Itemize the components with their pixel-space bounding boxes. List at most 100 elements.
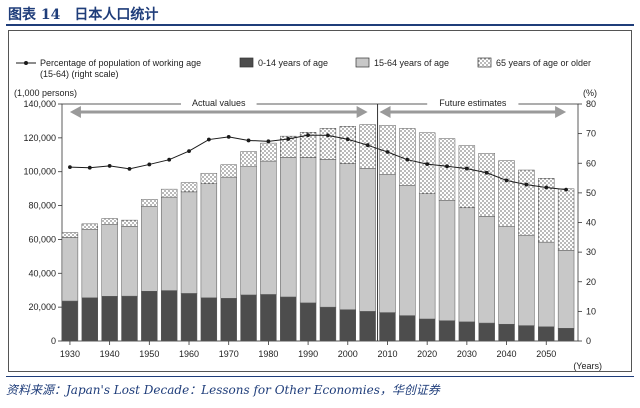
annotation-head-left: [379, 106, 391, 118]
figure-header: 图表 14 日本人口统计: [6, 2, 634, 26]
bar-elderly: [240, 151, 257, 167]
legend-swatch-1: [239, 57, 254, 68]
bar-young: [260, 294, 277, 342]
bar-elderly: [518, 169, 535, 236]
y-tick-label: 140,000: [23, 99, 56, 109]
line-point: [326, 133, 330, 138]
legend-line-label-2: (15-64) (right scale): [40, 69, 119, 79]
bar-elderly: [280, 135, 297, 158]
line-point: [286, 137, 291, 141]
bar-young: [299, 302, 317, 342]
y2-tick-label: 50: [586, 188, 596, 198]
line-point: [564, 187, 568, 192]
annotation-head-left: [69, 106, 81, 118]
line-point: [68, 165, 72, 170]
annotation-label-bg: [180, 97, 257, 108]
bar-elderly: [141, 199, 158, 207]
line-point: [484, 170, 489, 175]
line-point: [544, 185, 549, 190]
y2-tick-label: 30: [586, 247, 596, 257]
bar-elderly: [81, 223, 98, 230]
bar-young: [280, 296, 297, 342]
y-tick-label: 100,000: [23, 167, 56, 177]
bar-young: [141, 290, 158, 342]
x-tick-label: 2030: [457, 349, 477, 359]
bar-young: [458, 321, 476, 342]
bar-young: [200, 297, 218, 342]
legend-line-marker: [24, 61, 28, 65]
bar-working: [200, 183, 218, 299]
bar-working: [220, 176, 237, 299]
x-tick-label: 1940: [100, 349, 120, 359]
bar-young: [101, 296, 118, 342]
bar-working: [418, 193, 436, 320]
bar-working: [280, 157, 297, 298]
x-tick-label: 2010: [377, 349, 397, 359]
bar-elderly: [399, 128, 416, 186]
bar-elderly: [121, 219, 138, 227]
line-point: [464, 166, 469, 171]
bar-young: [359, 311, 376, 342]
annotation-label-bg: [427, 97, 519, 108]
bar-working: [339, 163, 356, 310]
y-tick-label: 0: [51, 336, 56, 346]
line-point: [306, 133, 310, 138]
line-point: [425, 162, 430, 167]
bar-elderly: [538, 178, 555, 243]
bar-young: [438, 320, 456, 342]
line-point: [445, 164, 449, 169]
line-point: [365, 143, 370, 148]
bar-elderly: [160, 188, 178, 198]
bar-young: [240, 294, 257, 342]
bar-elderly: [61, 232, 79, 238]
bar-elderly: [101, 218, 118, 225]
bar-elderly: [339, 126, 356, 164]
line-point: [266, 139, 271, 144]
legend-swatch-3: [477, 57, 492, 68]
x-tick-label: 2050: [536, 349, 556, 359]
bars: [61, 124, 575, 342]
line-point: [147, 162, 152, 167]
bar-working: [260, 160, 277, 295]
bar-young: [121, 295, 138, 342]
bar-elderly: [557, 188, 575, 251]
bar-working: [240, 166, 257, 296]
y2-tick-label: 10: [586, 306, 596, 316]
bar-elderly: [438, 138, 456, 201]
y-tick-label: 80,000: [28, 201, 56, 211]
bar-working: [141, 206, 158, 292]
legend-line-label: Percentage of population of working age: [40, 58, 201, 68]
working-age-line: [68, 133, 568, 192]
line-point: [226, 134, 231, 139]
y2-tick-label: 0: [586, 336, 591, 346]
x-tick-label: 1960: [179, 349, 199, 359]
bar-working: [557, 250, 575, 329]
bar-working: [81, 229, 98, 299]
figure-title: 图表 14 日本人口统计: [8, 7, 159, 23]
bar-working: [61, 237, 79, 302]
x-tick-label: 1980: [258, 349, 278, 359]
bar-elderly: [200, 172, 218, 184]
x-tick-label: 1930: [60, 349, 80, 359]
x-tick-label: 1970: [219, 349, 239, 359]
bar-working: [299, 157, 317, 304]
y-tick-label: 20,000: [28, 302, 56, 312]
line-point: [504, 178, 509, 183]
bar-young: [160, 290, 178, 342]
bar-working: [319, 159, 337, 308]
header-rule: [6, 24, 634, 26]
y-tick-label: 60,000: [28, 234, 56, 244]
bar-working: [538, 241, 555, 328]
bar-young: [180, 293, 198, 342]
line-point: [87, 165, 92, 170]
line-point: [127, 166, 132, 171]
line-path: [69, 134, 567, 191]
legend-label-2: 15-64 years of age: [374, 58, 449, 68]
y2-tick-label: 40: [586, 218, 596, 228]
bar-working: [458, 207, 476, 323]
bar-working: [478, 216, 495, 324]
bar-elderly: [498, 160, 515, 227]
bar-young: [81, 297, 98, 342]
x-tick-label: 2020: [417, 349, 437, 359]
x-tick-label: 2000: [338, 349, 358, 359]
